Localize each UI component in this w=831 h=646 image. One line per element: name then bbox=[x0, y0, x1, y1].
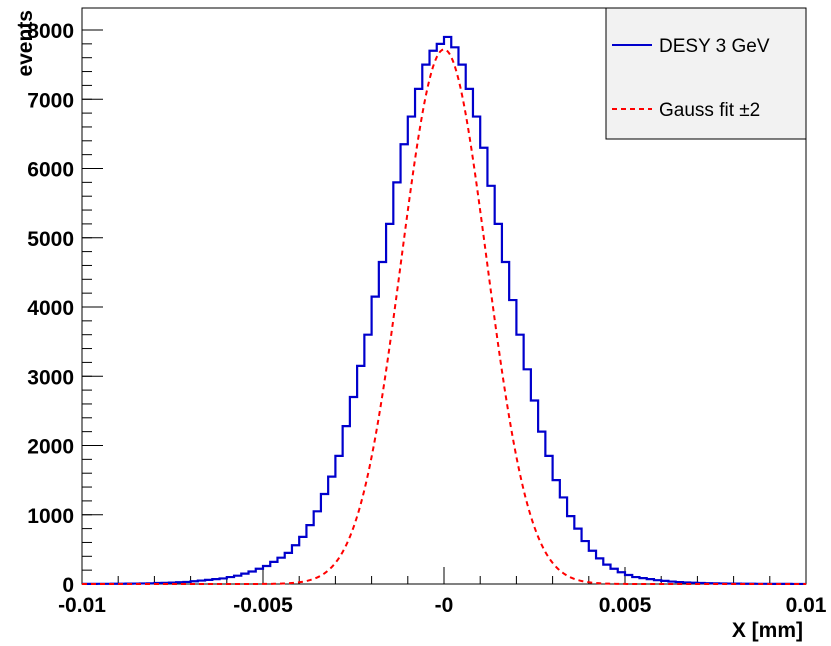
x-tick-label: -0.01 bbox=[58, 594, 106, 617]
y-tick-label: 3000 bbox=[27, 366, 74, 389]
y-tick-label: 7000 bbox=[27, 89, 74, 112]
y-tick-label: 4000 bbox=[27, 297, 74, 320]
y-tick-label: 0 bbox=[62, 574, 74, 597]
legend-box bbox=[605, 7, 807, 140]
y-tick-labels: 0 1000 2000 3000 4000 5000 6000 7000 8000 bbox=[27, 20, 74, 597]
x-tick-label: -0.005 bbox=[233, 594, 293, 617]
x-axis-title: X [mm] bbox=[732, 619, 803, 642]
x-tick-label: 0.01 bbox=[786, 594, 827, 617]
y-tick-label: 5000 bbox=[27, 228, 74, 251]
legend: DESY 3 GeV Gauss fit ±2 bbox=[605, 7, 807, 140]
legend-label-desy: DESY 3 GeV bbox=[659, 36, 770, 57]
y-tick-label: 2000 bbox=[27, 436, 74, 459]
y-tick-label: 6000 bbox=[27, 159, 74, 182]
y-axis-title: events bbox=[14, 10, 37, 77]
legend-label-gauss: Gauss fit ±2 bbox=[659, 100, 760, 121]
x-tick-label: 0.005 bbox=[599, 594, 652, 617]
y-tick-label: 8000 bbox=[27, 20, 74, 43]
histogram-series-desy bbox=[82, 35, 806, 586]
series-layer bbox=[82, 35, 806, 586]
y-tick-label: 1000 bbox=[27, 505, 74, 528]
x-tick-label: -0 bbox=[435, 594, 454, 617]
x-tick-labels: -0.01 -0.005 -0 0.005 0.01 bbox=[58, 594, 827, 617]
gauss-fit-curve bbox=[82, 48, 806, 585]
